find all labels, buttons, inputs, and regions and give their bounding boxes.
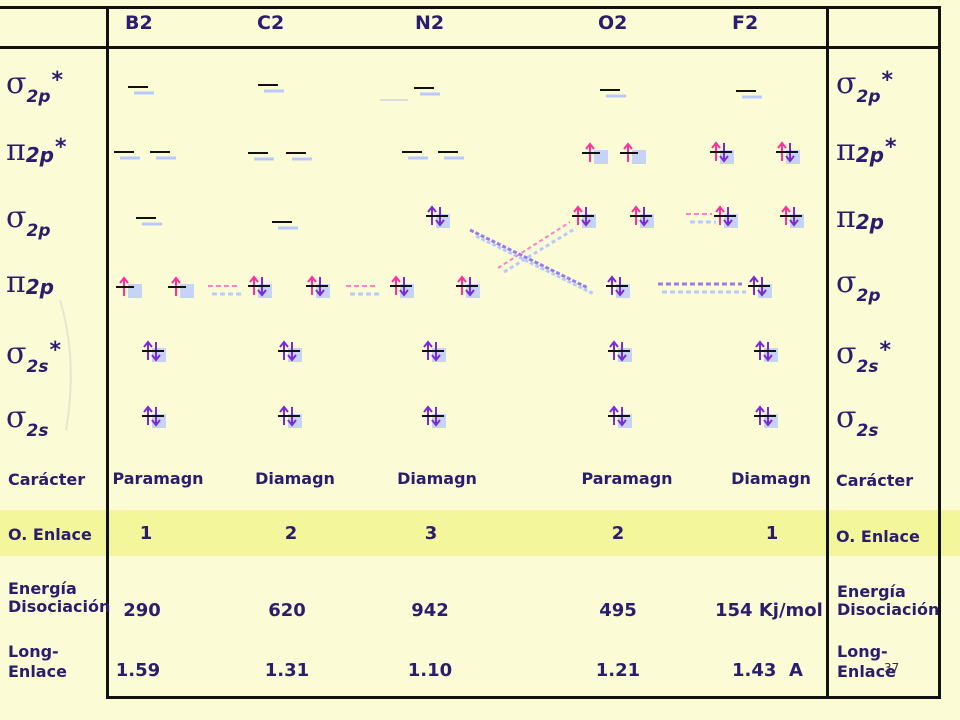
right-label-pi2p: π2p — [836, 200, 884, 235]
caracter-o2: Paramagn — [581, 469, 673, 488]
enlace-label-right: O. Enlace — [836, 527, 920, 546]
header-b2: B2 — [125, 12, 153, 34]
long-label-line1: Long- — [8, 642, 59, 661]
long-label-right: Long- Enlace — [837, 642, 896, 682]
long-f2: 1.43 A — [732, 660, 803, 681]
row4-levels — [115, 276, 772, 298]
frame-bottom-line — [106, 696, 941, 699]
right-label-sigma2s-star: σ2s* — [836, 336, 891, 377]
long-label-line2: Enlace — [8, 662, 67, 681]
energia-label-left: Energía Disociación — [8, 580, 110, 616]
row3-levels — [134, 206, 804, 230]
sigma2p-star-levels — [126, 83, 764, 101]
long-b2: 1.59 — [115, 660, 161, 681]
frame-top-line — [0, 6, 941, 9]
sigma2s-levels — [141, 406, 778, 428]
frame-outer-right-line — [938, 6, 941, 698]
caracter-n2: Diamagn — [397, 469, 477, 488]
long-c2: 1.31 — [264, 660, 310, 681]
pi2p-star-levels — [112, 142, 800, 164]
frame-right-line — [826, 6, 829, 698]
header-c2: C2 — [257, 12, 285, 34]
left-label-sigma2s: σ2s — [6, 400, 49, 441]
header-separator-line — [0, 46, 941, 49]
right-label-pi2p-star: π2p* — [836, 133, 897, 168]
right-label-sigma2s: σ2s — [836, 400, 879, 441]
enlace-label-left: O. Enlace — [8, 525, 92, 544]
crossover-lines — [469, 221, 595, 296]
energia-label-line2: Disociación — [8, 597, 111, 616]
enlace-o2: 2 — [611, 523, 625, 544]
caracter-label-left: Carácter — [8, 470, 86, 489]
energia-o2: 495 — [599, 600, 637, 621]
energia-label-line2-right: Disociación — [837, 600, 940, 619]
enlace-f2: 1 — [765, 523, 779, 544]
decorative-arc — [59, 299, 72, 431]
caracter-c2: Diamagn — [255, 469, 335, 488]
long-label-line1-right: Long- — [837, 642, 888, 661]
caracter-label-right: Carácter — [836, 471, 914, 490]
long-label-left: Long- Enlace — [8, 642, 67, 682]
header-f2: F2 — [732, 12, 759, 34]
page-number: 37 — [884, 661, 900, 675]
energia-b2: 290 — [123, 600, 161, 621]
energia-c2: 620 — [268, 600, 306, 621]
bond-order-highlight — [0, 510, 960, 556]
caracter-f2: Diamagn — [731, 469, 811, 488]
caracter-b2: Paramagn — [112, 469, 204, 488]
energia-label-right: Energía Disociación — [837, 583, 939, 619]
right-label-sigma2p: σ2p — [836, 265, 881, 306]
long-n2: 1.10 — [407, 660, 453, 681]
left-label-pi2p: π2p — [6, 265, 54, 300]
right-label-sigma2p-star: σ2p* — [836, 66, 893, 107]
long-o2: 1.21 — [595, 660, 641, 681]
left-label-sigma2p: σ2p — [6, 200, 51, 241]
header-n2: N2 — [415, 12, 445, 34]
energia-label-line1: Energía — [8, 579, 77, 598]
header-o2: O2 — [598, 12, 628, 34]
long-label-line2-right: Enlace — [837, 662, 896, 681]
sigma2s-star-levels — [141, 341, 778, 362]
energia-n2: 942 — [411, 600, 449, 621]
left-label-sigma2s-star: σ2s* — [6, 336, 61, 377]
frame-left-line — [106, 6, 109, 698]
left-label-sigma2p-star: σ2p* — [6, 66, 63, 107]
energia-label-line1-right: Energía — [837, 582, 906, 601]
left-label-pi2p-star: π2p* — [6, 133, 67, 168]
enlace-n2: 3 — [424, 523, 438, 544]
enlace-c2: 2 — [284, 523, 298, 544]
enlace-b2: 1 — [139, 523, 153, 544]
energia-f2: 154 Kj/mol — [715, 600, 823, 621]
